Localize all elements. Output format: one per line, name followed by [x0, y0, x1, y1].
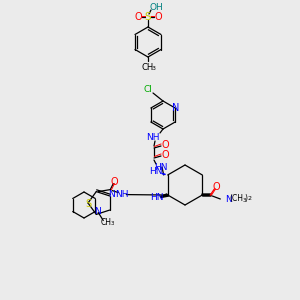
Text: S: S	[85, 199, 91, 209]
Text: CH: CH	[142, 62, 154, 71]
Polygon shape	[160, 194, 169, 197]
Text: O: O	[134, 12, 142, 22]
Text: HN: HN	[149, 167, 162, 176]
Text: O: O	[212, 182, 220, 192]
Text: 3: 3	[152, 65, 156, 70]
Text: S: S	[145, 12, 151, 22]
Text: ): )	[245, 194, 248, 203]
Text: HN: HN	[154, 163, 168, 172]
Text: N: N	[108, 190, 115, 200]
Text: O: O	[161, 140, 169, 150]
Text: HN: HN	[150, 194, 164, 202]
Text: Cl: Cl	[144, 85, 152, 94]
Text: 3: 3	[110, 221, 114, 226]
Text: O: O	[161, 150, 169, 160]
Text: NH: NH	[146, 133, 160, 142]
Text: O: O	[110, 177, 118, 187]
Text: N: N	[94, 207, 101, 216]
Text: 2: 2	[247, 196, 251, 202]
Text: N: N	[225, 194, 232, 203]
Text: OH: OH	[149, 2, 163, 11]
Text: 3: 3	[243, 199, 246, 203]
Polygon shape	[202, 194, 211, 196]
Text: NH: NH	[116, 190, 129, 199]
Text: O: O	[154, 12, 162, 22]
Text: N: N	[172, 103, 180, 113]
Text: CH: CH	[101, 218, 112, 227]
Text: (CH: (CH	[229, 194, 243, 203]
